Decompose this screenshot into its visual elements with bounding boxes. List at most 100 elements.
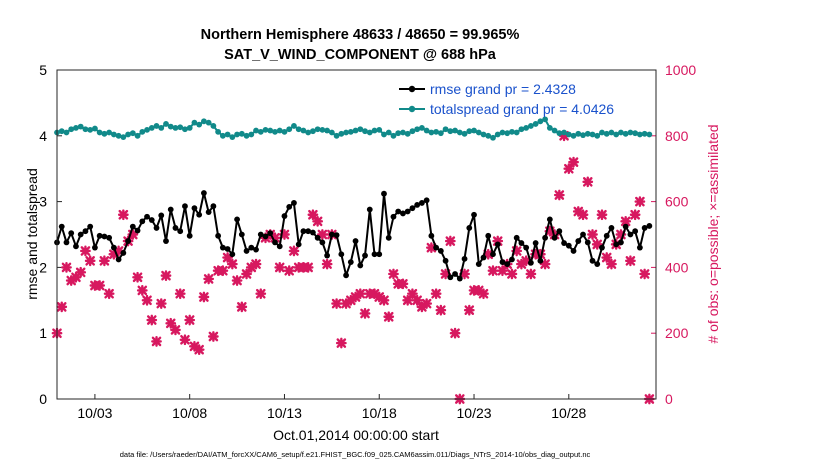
rmse-marker	[73, 243, 79, 250]
obs-marker	[302, 262, 314, 273]
left-tick-label: 3	[39, 194, 47, 210]
obs-marker	[520, 255, 532, 267]
rmse-marker	[513, 234, 520, 241]
obs-marker	[354, 288, 366, 300]
right-tick-label: 200	[665, 325, 689, 341]
totalspread-marker	[129, 130, 136, 137]
obs-marker	[383, 311, 395, 323]
chart-title-line-1: Northern Hemisphere 48633 / 48650 = 99.9…	[200, 27, 520, 43]
rmse-marker	[338, 251, 345, 258]
rmse-marker	[613, 241, 620, 248]
rmse-marker	[276, 243, 283, 250]
obs-marker	[94, 280, 106, 291]
obs-marker	[625, 255, 636, 267]
obs-marker	[165, 317, 177, 329]
obs-marker	[217, 265, 229, 277]
rmse-marker	[257, 231, 264, 238]
rmse-marker	[537, 257, 544, 264]
totalspread-marker	[404, 130, 411, 137]
obs-marker	[506, 268, 518, 280]
totalspread-marker	[281, 128, 288, 135]
rmse-marker	[418, 200, 425, 206]
rmse-marker	[106, 234, 113, 241]
obs-marker	[601, 252, 613, 263]
rmse-marker	[575, 238, 582, 244]
rmse-marker	[129, 223, 136, 230]
totalspread-marker	[561, 129, 567, 136]
totalspread-marker	[494, 131, 501, 138]
totalspread-marker	[352, 127, 359, 134]
totalspread-marker	[570, 132, 577, 139]
obs-marker	[525, 268, 537, 280]
rmse-marker	[68, 230, 75, 237]
right-tick-label: 600	[665, 194, 689, 210]
rmse-marker	[584, 239, 591, 246]
obs-marker	[151, 336, 162, 347]
obs-marker	[56, 301, 68, 313]
totalspread-marker	[310, 128, 316, 135]
rmse-marker	[281, 213, 288, 219]
totalspread-marker	[613, 131, 620, 138]
rmse-marker	[428, 232, 435, 239]
totalspread-marker	[542, 116, 549, 123]
obs-marker	[198, 291, 210, 303]
totalspread-marker	[584, 130, 591, 137]
obs-marker	[425, 242, 437, 254]
plot-frame	[56, 69, 657, 400]
obs-marker	[269, 232, 281, 244]
totalspread-marker	[87, 126, 94, 133]
rmse-marker	[238, 231, 245, 238]
totalspread-marker	[371, 127, 378, 134]
rmse-marker	[163, 238, 169, 244]
obs-marker	[639, 268, 651, 280]
rmse-marker	[125, 238, 131, 244]
x-tick-label: 10/13	[267, 405, 302, 421]
obs-marker	[146, 314, 158, 326]
obs-marker	[170, 324, 181, 336]
left-tick-label: 0	[39, 391, 47, 407]
rmse-marker	[632, 228, 639, 235]
obs-marker	[615, 229, 627, 240]
obs-marker	[316, 229, 328, 240]
totalspread-marker	[471, 127, 477, 134]
totalspread-marker	[319, 126, 326, 133]
totalspread-marker	[101, 130, 108, 137]
totalspread-marker	[537, 118, 544, 125]
obs-marker	[606, 258, 617, 270]
totalspread-marker	[68, 126, 75, 133]
obs-marker	[307, 209, 319, 221]
totalspread-marker	[513, 129, 520, 136]
obs-marker	[459, 268, 470, 280]
obs-marker	[440, 268, 451, 280]
rmse-marker	[490, 251, 496, 258]
totalspread-marker	[139, 128, 146, 135]
totalspread-marker	[215, 128, 222, 135]
totalspread-marker	[167, 123, 174, 130]
totalspread-marker	[73, 125, 79, 131]
footer-datafile: data file: /Users/raeder/DAI/ATM_forcXX/…	[119, 450, 591, 459]
rmse-marker	[608, 225, 615, 231]
obs-marker	[634, 196, 646, 207]
totalspread-marker	[272, 128, 278, 135]
rmse-marker	[191, 205, 198, 212]
totalspread-marker	[224, 131, 231, 138]
totalspread-marker	[257, 128, 264, 135]
rmse-marker	[182, 203, 188, 210]
right-axis-label: # of obs: o=possible; ×=assimilated	[705, 124, 721, 343]
legend-spread-label: totalspread grand pr = 4.0426	[430, 101, 614, 117]
obs-marker	[582, 176, 594, 188]
rmse-marker	[262, 233, 269, 240]
rmse-marker	[509, 256, 515, 263]
rmse-marker	[148, 217, 155, 223]
obs-marker	[231, 275, 243, 286]
totalspread-marker	[362, 128, 368, 135]
totalspread-marker	[433, 128, 440, 135]
rmse-marker	[499, 259, 506, 266]
totalspread-marker	[556, 130, 563, 137]
obs-marker	[179, 334, 191, 346]
totalspread-marker	[177, 124, 184, 131]
rmse-marker	[475, 261, 482, 268]
totalspread-marker	[191, 119, 198, 126]
rmse-marker	[224, 246, 231, 252]
obs-marker	[482, 248, 494, 260]
